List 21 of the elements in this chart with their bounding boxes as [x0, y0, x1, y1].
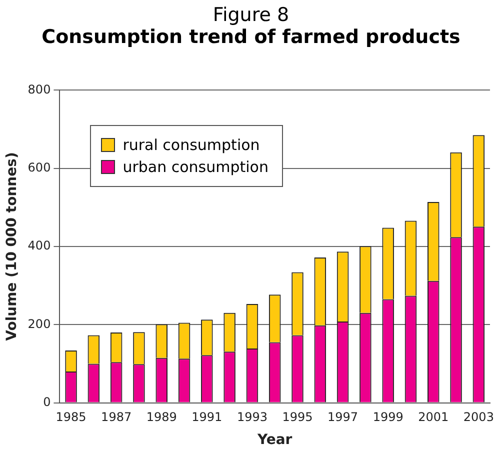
legend-label: rural consumption	[122, 136, 260, 154]
y-tick-label: 600	[28, 160, 51, 174]
x-tick-label: 1985	[56, 410, 86, 424]
y-tick-label: 400	[28, 238, 51, 253]
y-axis-title: Volume (10 000 tonnes)	[4, 152, 20, 341]
x-tick-label: 2001	[418, 410, 449, 424]
x-tick-label: 1989	[146, 410, 177, 424]
x-tick-label: 1993	[236, 410, 268, 424]
x-axis-title: Year	[256, 432, 292, 448]
chart-subtitle: Consumption trend of farmed products	[40, 26, 462, 48]
x-tick-label: 1987	[101, 410, 132, 424]
x-tick-label: 2003	[463, 410, 494, 424]
x-tick-label: 1991	[192, 410, 222, 424]
y-tick-label: 0	[43, 394, 51, 409]
y-tick-label: 800	[28, 82, 51, 96]
x-tick-label: 1995	[282, 410, 313, 424]
y-tick-label: 200	[28, 316, 51, 331]
x-tick-label: 1997	[328, 410, 358, 424]
legend-label: urban consumption	[122, 158, 268, 176]
x-tick-label: 1999	[372, 410, 404, 424]
chart-title: Figure 8	[212, 4, 290, 26]
